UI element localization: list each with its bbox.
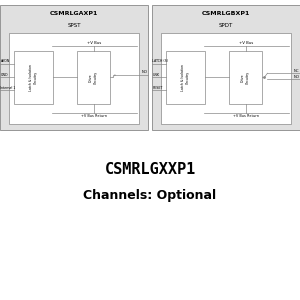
Text: LATCH (S): LATCH (S) [152,59,169,64]
Text: Drive
Circuitry: Drive Circuitry [89,70,98,84]
Text: Channels: Optional: Channels: Optional [83,188,217,202]
Text: NC: NC [294,69,300,73]
Text: AKON: AKON [1,59,10,64]
Bar [152,5,300,130]
Text: CSMRLGAXP1: CSMRLGAXP1 [50,11,98,16]
Text: Internal 1: Internal 1 [1,86,16,90]
Text: NO: NO [142,70,148,74]
Text: +V Bus Return: +V Bus Return [81,114,107,118]
Bar [161,32,291,124]
Text: +V Bus: +V Bus [87,41,101,45]
Text: +V Bus Return: +V Bus Return [233,114,259,118]
Text: Drive
Circuitry: Drive Circuitry [241,70,250,84]
Text: SPDT: SPDT [219,23,233,28]
Bar [229,51,262,104]
Text: CSMRLGXXP1: CSMRLGXXP1 [104,163,196,178]
Bar [9,32,139,124]
Bar [0,5,148,130]
Text: Latch & Isolation
Circuitry: Latch & Isolation Circuitry [29,64,38,91]
Text: +V Bus: +V Bus [239,41,253,45]
Bar [14,51,53,104]
Text: GND: GND [1,73,8,77]
Text: UNK: UNK [152,73,160,77]
Text: SPST: SPST [67,23,81,28]
Text: CSMRLGBXP1: CSMRLGBXP1 [202,11,250,16]
Text: RESET: RESET [152,86,163,90]
Bar [76,51,110,104]
Text: Latch & Isolation
Circuitry: Latch & Isolation Circuitry [181,64,190,91]
Text: NO: NO [294,75,300,79]
Bar [166,51,205,104]
